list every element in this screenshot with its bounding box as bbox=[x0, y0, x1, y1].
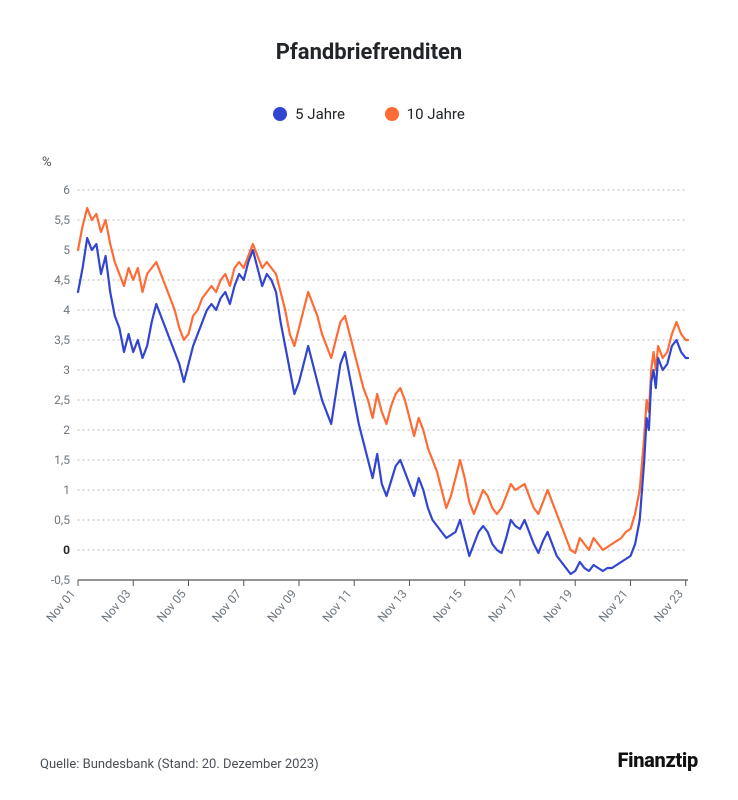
chart-title: Pfandbriefrenditen bbox=[40, 40, 698, 65]
svg-text:Nov 07: Nov 07 bbox=[209, 587, 244, 625]
y-axis-title: % bbox=[42, 155, 698, 170]
series-5y bbox=[78, 238, 688, 574]
chart-container: Pfandbriefrenditen 5 Jahre 10 Jahre % -0… bbox=[0, 0, 738, 800]
svg-text:Nov 11: Nov 11 bbox=[320, 587, 355, 625]
svg-text:1,5: 1,5 bbox=[54, 453, 70, 467]
legend-label-10y: 10 Jahre bbox=[407, 105, 465, 123]
svg-text:4: 4 bbox=[63, 303, 70, 317]
svg-text:Nov 05: Nov 05 bbox=[154, 587, 189, 625]
svg-text:Nov 09: Nov 09 bbox=[264, 587, 299, 625]
svg-text:Nov 21: Nov 21 bbox=[596, 587, 631, 625]
chart-footer: Quelle: Bundesbank (Stand: 20. Dezember … bbox=[40, 748, 698, 772]
svg-text:2,5: 2,5 bbox=[54, 393, 70, 407]
svg-text:3,5: 3,5 bbox=[54, 333, 70, 347]
chart-svg: -0,5 0 0,5 1 1,5 2 2,5 3 3,5 4 4,5 5 5,5 6 Nov 01 Nov 0… bbox=[40, 182, 698, 652]
svg-text:2: 2 bbox=[63, 423, 70, 437]
svg-text:Nov 17: Nov 17 bbox=[485, 587, 520, 625]
svg-text:0,5: 0,5 bbox=[54, 513, 70, 527]
legend-item-5y: 5 Jahre bbox=[273, 105, 345, 123]
svg-text:Nov 15: Nov 15 bbox=[430, 587, 465, 625]
chart-plot-area: -0,5 0 0,5 1 1,5 2 2,5 3 3,5 4 4,5 5 5,5 6 Nov 01 Nov 0… bbox=[40, 182, 698, 652]
svg-text:5: 5 bbox=[63, 243, 70, 257]
series-10y bbox=[78, 208, 688, 553]
svg-text:5,5: 5,5 bbox=[54, 213, 70, 227]
brand-logo: Finanztip bbox=[617, 748, 698, 772]
source-text: Quelle: Bundesbank (Stand: 20. Dezember … bbox=[40, 757, 319, 772]
svg-text:4,5: 4,5 bbox=[54, 273, 70, 287]
legend-label-5y: 5 Jahre bbox=[295, 105, 345, 123]
svg-text:-0,5: -0,5 bbox=[51, 573, 70, 587]
svg-text:6: 6 bbox=[63, 183, 70, 197]
svg-text:Nov 19: Nov 19 bbox=[541, 587, 576, 625]
chart-legend: 5 Jahre 10 Jahre bbox=[40, 105, 698, 125]
svg-text:1: 1 bbox=[63, 483, 70, 497]
svg-text:Nov 01: Nov 01 bbox=[43, 587, 78, 625]
svg-text:Nov 03: Nov 03 bbox=[99, 587, 134, 625]
svg-text:3: 3 bbox=[63, 363, 70, 377]
legend-item-10y: 10 Jahre bbox=[385, 105, 465, 123]
legend-dot-10y bbox=[385, 107, 399, 121]
legend-dot-5y bbox=[273, 107, 287, 121]
svg-text:Nov 13: Nov 13 bbox=[375, 587, 410, 625]
svg-text:Nov 23: Nov 23 bbox=[651, 587, 686, 625]
svg-text:0: 0 bbox=[63, 543, 70, 557]
